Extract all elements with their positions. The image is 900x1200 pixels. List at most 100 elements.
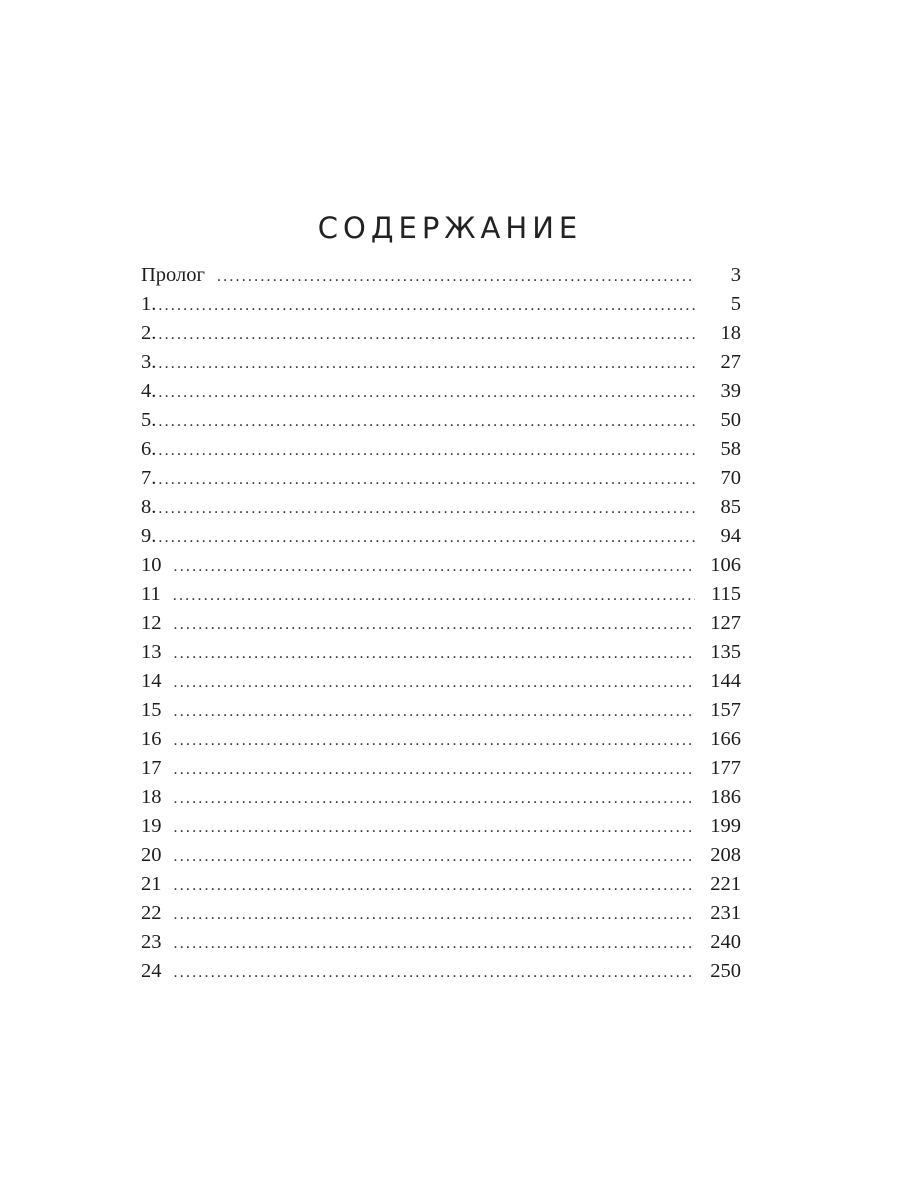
toc-entry[interactable]: 9.......................................… xyxy=(141,522,741,551)
toc-entry-page-number: 208 xyxy=(710,844,741,866)
toc-entry-page-number: 3 xyxy=(730,264,741,286)
toc-entry[interactable]: 12......................................… xyxy=(141,609,741,638)
toc-entry-page-number: 106 xyxy=(710,554,741,576)
toc-entry-page-number: 115 xyxy=(711,583,741,605)
toc-entry-label: 9. xyxy=(141,525,157,547)
toc-entry[interactable]: 23......................................… xyxy=(141,928,741,957)
dot-leader: ........................................… xyxy=(158,529,695,546)
toc-entry[interactable]: 6.......................................… xyxy=(141,435,741,464)
dot-leader: ........................................… xyxy=(173,761,696,778)
toc-entry[interactable]: 22......................................… xyxy=(141,899,741,928)
toc-entry-page-number: 157 xyxy=(710,699,741,721)
toc-entry-label: 23 xyxy=(141,931,162,953)
toc-entry-label: 11 xyxy=(141,583,161,605)
toc-entry-page-number: 58 xyxy=(720,438,742,460)
toc-entry-label: 18 xyxy=(141,786,162,808)
toc-entry-label: 16 xyxy=(141,728,162,750)
dot-leader: ........................................… xyxy=(173,645,696,662)
toc-entry-label: Пролог xyxy=(141,264,205,286)
dot-leader: ........................................… xyxy=(173,558,696,575)
dot-leader: ........................................… xyxy=(172,587,695,604)
toc-entry-page-number: 231 xyxy=(710,902,741,924)
dot-leader: ........................................… xyxy=(158,500,695,517)
toc-entry-label: 10 xyxy=(141,554,162,576)
dot-leader: ........................................… xyxy=(173,848,696,865)
dot-leader: ........................................… xyxy=(158,355,695,372)
dot-leader: ........................................… xyxy=(158,471,695,488)
toc-entry-page-number: 70 xyxy=(720,467,742,489)
toc-entry-page-number: 186 xyxy=(710,786,741,808)
toc-entry-page-number: 177 xyxy=(710,757,741,779)
toc-entry[interactable]: 1.......................................… xyxy=(141,290,741,319)
toc-entry-page-number: 250 xyxy=(710,960,741,982)
toc-entry[interactable]: 8.......................................… xyxy=(141,493,741,522)
toc-entry[interactable]: 15......................................… xyxy=(141,696,741,725)
toc-entry-page-number: 166 xyxy=(710,728,741,750)
dot-leader: ........................................… xyxy=(158,297,695,314)
toc-entry-label: 21 xyxy=(141,873,162,895)
toc-entry[interactable]: 10......................................… xyxy=(141,551,741,580)
page-title: СОДЕРЖАНИЕ xyxy=(317,211,583,246)
toc-entry-label: 7. xyxy=(141,467,157,489)
dot-leader: ........................................… xyxy=(173,819,696,836)
toc-entry-label: 14 xyxy=(141,670,162,692)
dot-leader: ........................................… xyxy=(173,674,696,691)
toc-entry-page-number: 144 xyxy=(710,670,741,692)
toc-entry-label: 5. xyxy=(141,409,157,431)
dot-leader: ........................................… xyxy=(173,616,696,633)
toc-entry[interactable]: 3.......................................… xyxy=(141,348,741,377)
toc-entry-label: 19 xyxy=(141,815,162,837)
dot-leader: ........................................… xyxy=(173,732,696,749)
toc-entry-page-number: 221 xyxy=(710,873,741,895)
toc-entry[interactable]: 17......................................… xyxy=(141,754,741,783)
toc-entry[interactable]: 4.......................................… xyxy=(141,377,741,406)
toc-entry-page-number: 85 xyxy=(720,496,742,518)
toc-entry-page-number: 5 xyxy=(730,293,741,315)
toc-entry-page-number: 39 xyxy=(720,380,742,402)
toc-entry[interactable]: 20......................................… xyxy=(141,841,741,870)
toc-entry-label: 3. xyxy=(141,351,157,373)
dot-leader: ........................................… xyxy=(158,384,695,401)
toc-entry-label: 2. xyxy=(141,322,157,344)
dot-leader: ........................................… xyxy=(216,268,695,285)
toc-entry[interactable]: 24......................................… xyxy=(141,957,741,986)
toc-entry-page-number: 135 xyxy=(710,641,741,663)
toc-entry-label: 8. xyxy=(141,496,157,518)
dot-leader: ........................................… xyxy=(173,964,696,981)
dot-leader: ........................................… xyxy=(158,326,695,343)
toc-entry-label: 22 xyxy=(141,902,162,924)
toc-entry-label: 6. xyxy=(141,438,157,460)
toc-entry[interactable]: 19......................................… xyxy=(141,812,741,841)
toc-entry[interactable]: 11......................................… xyxy=(141,580,741,609)
dot-leader: ........................................… xyxy=(173,790,696,807)
toc-entry-page-number: 50 xyxy=(720,409,742,431)
toc-entry[interactable]: 13......................................… xyxy=(141,638,741,667)
dot-leader: ........................................… xyxy=(173,935,696,952)
toc-entry-page-number: 127 xyxy=(710,612,741,634)
toc-entry[interactable]: 21......................................… xyxy=(141,870,741,899)
dot-leader: ........................................… xyxy=(173,906,696,923)
toc-entry-page-number: 18 xyxy=(720,322,742,344)
toc-entry-page-number: 240 xyxy=(710,931,741,953)
toc-entry-label: 15 xyxy=(141,699,162,721)
toc-entry[interactable]: Пролог..................................… xyxy=(141,261,741,290)
toc-entry-page-number: 199 xyxy=(710,815,741,837)
dot-leader: ........................................… xyxy=(173,703,696,720)
dot-leader: ........................................… xyxy=(173,877,696,894)
toc-entry[interactable]: 7.......................................… xyxy=(141,464,741,493)
toc-entry-label: 1. xyxy=(141,293,157,315)
dot-leader: ........................................… xyxy=(158,442,695,459)
toc-entry[interactable]: 2.......................................… xyxy=(141,319,741,348)
table-of-contents: Пролог..................................… xyxy=(141,261,741,986)
toc-entry-page-number: 27 xyxy=(720,351,742,373)
toc-entry[interactable]: 16......................................… xyxy=(141,725,741,754)
toc-entry-page-number: 94 xyxy=(720,525,742,547)
toc-entry-label: 4. xyxy=(141,380,157,402)
toc-entry-label: 12 xyxy=(141,612,162,634)
toc-entry-label: 24 xyxy=(141,960,162,982)
toc-entry[interactable]: 18......................................… xyxy=(141,783,741,812)
toc-entry-label: 13 xyxy=(141,641,162,663)
toc-entry[interactable]: 14......................................… xyxy=(141,667,741,696)
toc-entry-label: 17 xyxy=(141,757,162,779)
toc-entry[interactable]: 5.......................................… xyxy=(141,406,741,435)
